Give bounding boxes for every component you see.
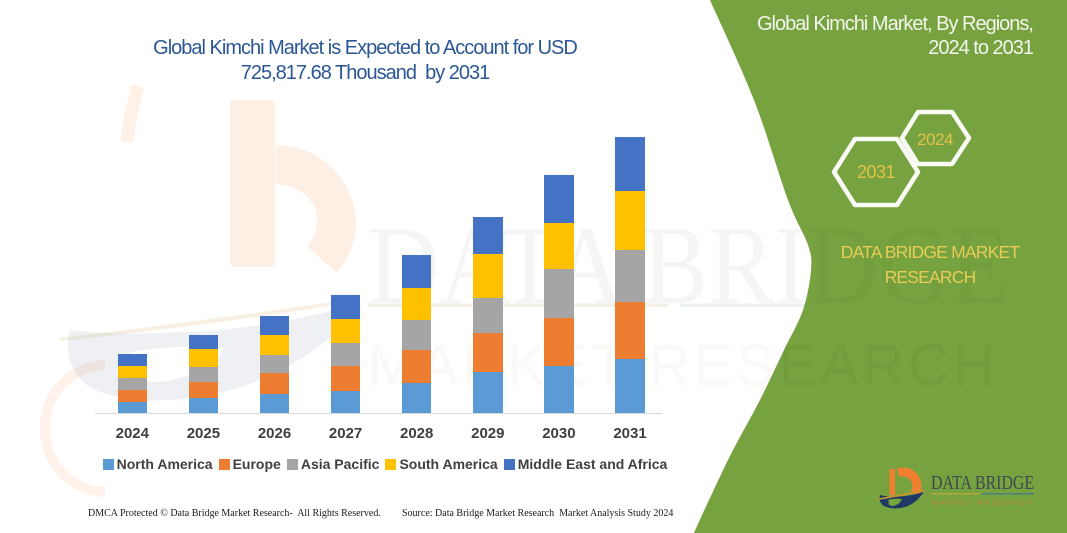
- svg-text:MARKET RESEARCH: MARKET RESEARCH: [932, 498, 1032, 507]
- svg-text:2024: 2024: [917, 130, 953, 149]
- svg-text:DATA BRIDGE: DATA BRIDGE: [931, 473, 1034, 494]
- svg-text:2031: 2031: [857, 162, 896, 182]
